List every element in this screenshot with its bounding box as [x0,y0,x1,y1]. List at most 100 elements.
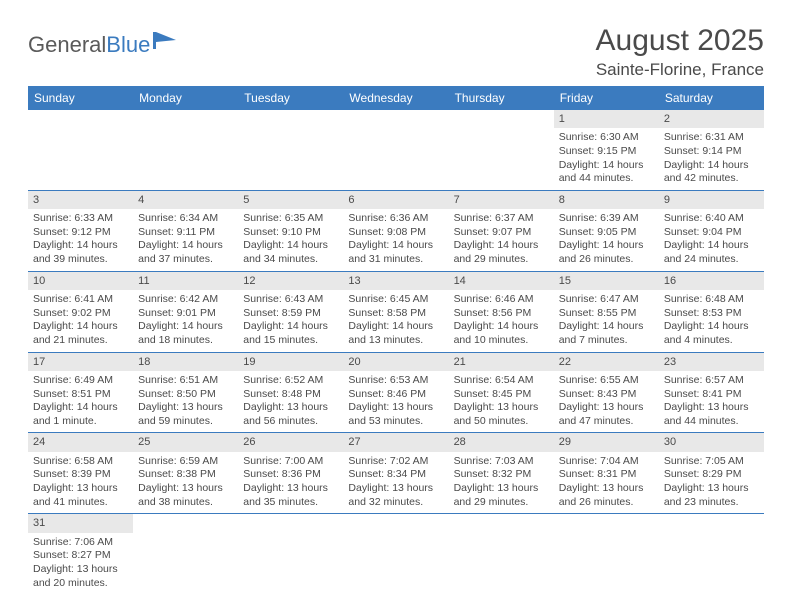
day-cell: 29Sunrise: 7:04 AMSunset: 8:31 PMDayligh… [554,433,659,513]
daylight-text: Daylight: 14 hours and 13 minutes. [348,320,443,347]
weekday-header: Tuesday [238,86,343,110]
sunset-text: Sunset: 8:36 PM [243,468,338,482]
day-cell: . [554,514,659,594]
day-body: Sunrise: 7:03 AMSunset: 8:32 PMDaylight:… [449,452,554,514]
weekday-header: Monday [133,86,238,110]
day-body: Sunrise: 7:05 AMSunset: 8:29 PMDaylight:… [659,452,764,514]
sunset-text: Sunset: 8:55 PM [559,307,654,321]
day-cell: . [238,514,343,594]
sunrise-text: Sunrise: 6:47 AM [559,293,654,307]
sunset-text: Sunset: 9:08 PM [348,226,443,240]
daylight-text: Daylight: 13 hours and 47 minutes. [559,401,654,428]
day-cell: 26Sunrise: 7:00 AMSunset: 8:36 PMDayligh… [238,433,343,513]
sunset-text: Sunset: 9:15 PM [559,145,654,159]
daylight-text: Daylight: 14 hours and 31 minutes. [348,239,443,266]
daylight-text: Daylight: 14 hours and 1 minute. [33,401,128,428]
sunrise-text: Sunrise: 6:43 AM [243,293,338,307]
sunrise-text: Sunrise: 7:06 AM [33,536,128,550]
day-body: Sunrise: 6:46 AMSunset: 8:56 PMDaylight:… [449,290,554,352]
daylight-text: Daylight: 13 hours and 20 minutes. [33,563,128,590]
day-body: Sunrise: 6:33 AMSunset: 9:12 PMDaylight:… [28,209,133,271]
day-cell: . [343,110,448,190]
sunrise-text: Sunrise: 6:57 AM [664,374,759,388]
calendar-grid: SundayMondayTuesdayWednesdayThursdayFrid… [28,86,764,594]
sunset-text: Sunset: 8:43 PM [559,388,654,402]
daylight-text: Daylight: 14 hours and 15 minutes. [243,320,338,347]
day-cell: 28Sunrise: 7:03 AMSunset: 8:32 PMDayligh… [449,433,554,513]
day-number: 18 [133,353,238,371]
daylight-text: Daylight: 13 hours and 44 minutes. [664,401,759,428]
day-cell: 3Sunrise: 6:33 AMSunset: 9:12 PMDaylight… [28,191,133,271]
day-number: 23 [659,353,764,371]
sunrise-text: Sunrise: 6:49 AM [33,374,128,388]
daylight-text: Daylight: 14 hours and 42 minutes. [664,159,759,186]
daylight-text: Daylight: 13 hours and 59 minutes. [138,401,233,428]
month-title: August 2025 [596,24,764,58]
sunrise-text: Sunrise: 6:55 AM [559,374,654,388]
day-body: Sunrise: 6:49 AMSunset: 8:51 PMDaylight:… [28,371,133,433]
weeks-container: ..... 1Sunrise: 6:30 AMSunset: 9:15 PMDay… [28,110,764,594]
week-row: 31Sunrise: 7:06 AMSunset: 8:27 PMDayligh… [28,514,764,594]
sunset-text: Sunset: 8:46 PM [348,388,443,402]
sunset-text: Sunset: 8:56 PM [454,307,549,321]
day-cell: 1Sunrise: 6:30 AMSunset: 9:15 PMDaylight… [554,110,659,190]
day-cell: 6Sunrise: 6:36 AMSunset: 9:08 PMDaylight… [343,191,448,271]
daylight-text: Daylight: 14 hours and 10 minutes. [454,320,549,347]
day-number: 29 [554,433,659,451]
day-cell: . [238,110,343,190]
daylight-text: Daylight: 13 hours and 32 minutes. [348,482,443,509]
sunrise-text: Sunrise: 6:41 AM [33,293,128,307]
day-number: 14 [449,272,554,290]
sunrise-text: Sunrise: 6:35 AM [243,212,338,226]
day-body: Sunrise: 6:53 AMSunset: 8:46 PMDaylight:… [343,371,448,433]
sunrise-text: Sunrise: 6:30 AM [559,131,654,145]
day-cell: . [659,514,764,594]
day-body: Sunrise: 6:31 AMSunset: 9:14 PMDaylight:… [659,128,764,190]
daylight-text: Daylight: 14 hours and 44 minutes. [559,159,654,186]
week-row: 3Sunrise: 6:33 AMSunset: 9:12 PMDaylight… [28,191,764,272]
day-cell: 24Sunrise: 6:58 AMSunset: 8:39 PMDayligh… [28,433,133,513]
day-cell: 27Sunrise: 7:02 AMSunset: 8:34 PMDayligh… [343,433,448,513]
day-number: 16 [659,272,764,290]
day-number: 28 [449,433,554,451]
daylight-text: Daylight: 13 hours and 50 minutes. [454,401,549,428]
day-number: 26 [238,433,343,451]
sunrise-text: Sunrise: 6:46 AM [454,293,549,307]
sunrise-text: Sunrise: 6:53 AM [348,374,443,388]
day-body: Sunrise: 6:45 AMSunset: 8:58 PMDaylight:… [343,290,448,352]
week-row: 17Sunrise: 6:49 AMSunset: 8:51 PMDayligh… [28,353,764,434]
sunrise-text: Sunrise: 6:51 AM [138,374,233,388]
day-cell: . [449,514,554,594]
calendar-page: GeneralBlue August 2025 Sainte-Florine, … [0,0,792,604]
weekday-header: Sunday [28,86,133,110]
sunset-text: Sunset: 8:32 PM [454,468,549,482]
day-number: 27 [343,433,448,451]
day-number: 10 [28,272,133,290]
daylight-text: Daylight: 14 hours and 29 minutes. [454,239,549,266]
sunrise-text: Sunrise: 6:36 AM [348,212,443,226]
day-cell: . [133,110,238,190]
day-cell: 22Sunrise: 6:55 AMSunset: 8:43 PMDayligh… [554,353,659,433]
sunrise-text: Sunrise: 7:02 AM [348,455,443,469]
day-number: 11 [133,272,238,290]
day-body: Sunrise: 7:02 AMSunset: 8:34 PMDaylight:… [343,452,448,514]
day-cell: 7Sunrise: 6:37 AMSunset: 9:07 PMDaylight… [449,191,554,271]
weekday-header: Thursday [449,86,554,110]
daylight-text: Daylight: 14 hours and 39 minutes. [33,239,128,266]
day-body: Sunrise: 6:30 AMSunset: 9:15 PMDaylight:… [554,128,659,190]
sunrise-text: Sunrise: 7:03 AM [454,455,549,469]
day-cell: 17Sunrise: 6:49 AMSunset: 8:51 PMDayligh… [28,353,133,433]
sunrise-text: Sunrise: 6:34 AM [138,212,233,226]
day-number: 7 [449,191,554,209]
sunrise-text: Sunrise: 6:45 AM [348,293,443,307]
sunset-text: Sunset: 8:31 PM [559,468,654,482]
day-cell: 9Sunrise: 6:40 AMSunset: 9:04 PMDaylight… [659,191,764,271]
day-number: 12 [238,272,343,290]
sunset-text: Sunset: 8:29 PM [664,468,759,482]
daylight-text: Daylight: 14 hours and 24 minutes. [664,239,759,266]
daylight-text: Daylight: 14 hours and 26 minutes. [559,239,654,266]
daylight-text: Daylight: 13 hours and 38 minutes. [138,482,233,509]
day-body: Sunrise: 6:54 AMSunset: 8:45 PMDaylight:… [449,371,554,433]
sunset-text: Sunset: 9:01 PM [138,307,233,321]
day-number: 21 [449,353,554,371]
